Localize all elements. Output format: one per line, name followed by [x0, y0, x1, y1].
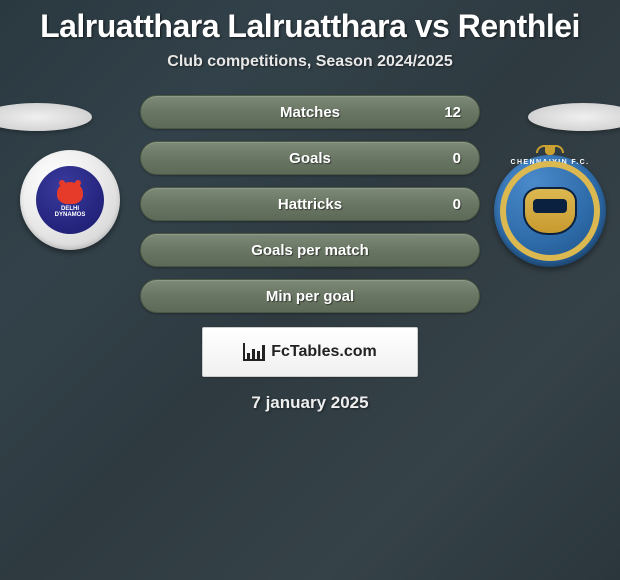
stat-bar-hattricks: Hattricks 0	[140, 187, 480, 221]
lion-icon	[57, 182, 83, 204]
date-label: 7 january 2025	[0, 393, 620, 413]
trophy-icon	[540, 145, 560, 159]
page-subtitle: Club competitions, Season 2024/2025	[0, 53, 620, 71]
stat-value: 0	[453, 196, 461, 213]
stat-value: 12	[444, 104, 461, 121]
stat-label: Hattricks	[278, 196, 342, 213]
page-title: Lalruatthara Lalruatthara vs Renthlei	[0, 0, 620, 45]
stat-bar-goals: Goals 0	[140, 141, 480, 175]
branding-box: FcTables.com	[202, 327, 418, 377]
brand-label: FcTables.com	[271, 343, 377, 361]
stat-label: Goals	[289, 150, 331, 167]
player-left-slot	[0, 103, 92, 131]
stat-bar-mpg: Min per goal	[140, 279, 480, 313]
team-left-label: DELHIDYNAMOS	[55, 206, 86, 218]
mask-icon	[523, 187, 577, 235]
comparison-stage: DELHIDYNAMOS CHENNAIYIN F.C. Matches 12 …	[0, 95, 620, 413]
stat-label: Goals per match	[251, 242, 369, 259]
stat-bars: Matches 12 Goals 0 Hattricks 0 Goals per…	[140, 95, 480, 313]
team-badge-left-inner: DELHIDYNAMOS	[36, 166, 104, 234]
stat-bar-matches: Matches 12	[140, 95, 480, 129]
stat-value: 0	[453, 150, 461, 167]
stat-label: Matches	[280, 104, 340, 121]
stat-label: Min per goal	[266, 288, 354, 305]
team-badge-left: DELHIDYNAMOS	[20, 150, 120, 250]
stat-bar-gpm: Goals per match	[140, 233, 480, 267]
bar-chart-icon	[243, 343, 265, 361]
player-right-slot	[528, 103, 620, 131]
team-badge-right: CHENNAIYIN F.C.	[494, 155, 606, 267]
team-right-ring	[500, 161, 600, 261]
